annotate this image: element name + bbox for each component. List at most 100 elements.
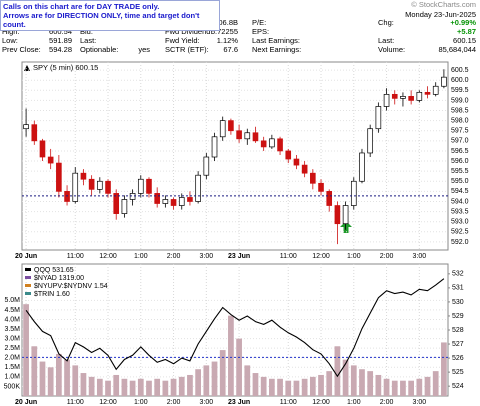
volume-bar [375,374,382,396]
quote-label: High: [2,27,20,36]
volume-bar [400,380,406,396]
candle-body [64,191,70,202]
candle-body [170,199,177,206]
candle-body [269,138,275,148]
volume-bar [391,380,398,396]
x-tick-label: 11:00 [280,253,297,260]
quote-label: Bid: [80,27,93,36]
x-tick-label: 1:00 [134,253,148,260]
quote-value: 606.8B [214,18,238,27]
candle-body [350,180,357,206]
volume-bar [244,365,251,396]
quote-value: 85,684,044 [438,45,476,54]
volume-bar [72,365,79,396]
quote-value: 600.54 [49,27,72,36]
legend-swatch [25,268,31,271]
candle-body [310,172,316,184]
volume-bar [203,365,210,396]
x-tick-label: 12:00 [99,399,117,406]
y2-tick-label: 526 [452,355,464,362]
volume-bar [178,376,185,396]
volume-bar [309,376,316,396]
quote-label: P/E: [252,18,267,27]
x-tick-label: 3:00 [413,399,427,406]
volume-bar [383,378,390,396]
candle-body [195,174,201,202]
candle-body [326,191,333,206]
quote-label: Chg: [378,18,394,27]
x-tick-label: 23 Jun [228,399,250,406]
date: Monday 23-Jun-2025 [405,10,476,19]
volume-bar [367,371,374,396]
y-tick-label: 592.0 [451,239,469,246]
volume-bar [219,350,226,396]
candle-body [441,76,447,87]
quote-value: 600.15 [453,36,476,45]
y2-tick-label: 524 [452,383,464,390]
quote-label: Next Earnings: [252,45,302,54]
quote-label: Fwd Dividend: [165,27,213,36]
y-tick-label: 596.0 [451,158,469,165]
volume-bar [236,338,242,396]
candle-body [154,193,160,204]
y2-tick-label: 531 [452,285,464,292]
x-tick-label: 11:00 [67,253,84,260]
x-tick-label: 2:00 [380,399,394,406]
y-tick-label: 1.0M [4,374,20,381]
price-panel [21,61,449,251]
volume-bar [350,365,357,396]
candle-body [260,140,267,148]
candle-body [56,162,62,192]
x-tick-label: 2:00 [380,253,394,260]
candle-body [285,150,292,160]
y-tick-label: 5.0M [4,297,20,304]
y-tick-label: 592.5 [451,229,469,236]
x-tick-label: 23 Jun [228,253,250,260]
volume-bar [113,374,120,396]
x-tick-label: 12:00 [312,253,330,260]
volume-bar [416,378,423,396]
candle-body [391,93,398,99]
y2-tick-label: 525 [452,369,464,376]
quote-label: Last Earnings: [252,36,300,45]
candle-body [23,124,29,130]
note-line: Calls on this chart are for DAY TRADE on… [3,2,160,11]
volume-bar [277,378,283,396]
quote-label: EPS: [252,27,270,36]
y-tick-label: 597.5 [451,128,469,135]
volume-bar [55,353,62,396]
volume-bar [80,373,87,396]
candle-body [162,199,169,204]
candle-body [88,178,95,190]
x-tick-label: 1:00 [134,399,148,406]
y-tick-label: 597.0 [451,138,469,145]
y-tick-label: 598.5 [451,107,469,114]
x-tick-label: 20 Jun [15,399,37,406]
candle-body [359,152,365,182]
volume-bar [326,371,333,396]
x-tick-label: 11:00 [280,399,297,406]
note-line: Arrows are for DIRECTION ONLY, time and … [3,11,200,29]
x-tick-label: 11:00 [67,399,84,406]
x-tick-label: 20 Jun [15,253,37,260]
candle-body [72,172,79,202]
y2-tick-label: 527 [452,341,464,348]
candle-body [211,136,218,158]
candle-body [334,205,341,225]
y-tick-label: 3.5M [4,326,20,333]
watermark: © StockCharts.com [411,0,476,9]
y-tick-label: 599.0 [451,97,469,104]
legend-label: QQQ 531.65 [34,267,74,274]
volume-bar [432,371,439,396]
candle-body [121,199,128,214]
y-tick-label: 4.5M [4,307,20,314]
candle-body [203,156,210,176]
candle-body [244,132,251,140]
candle-body [342,205,349,225]
candle-body [129,193,136,200]
candle-body [236,130,242,140]
volume-bar [359,369,365,396]
legend-swatch [25,276,31,279]
candle-body [228,120,234,132]
